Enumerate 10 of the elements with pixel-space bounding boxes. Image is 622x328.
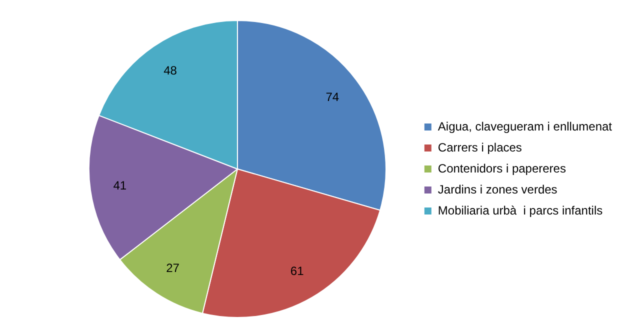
data-label: 48 xyxy=(164,63,178,78)
data-label: 74 xyxy=(326,90,340,104)
legend-label: Mobiliaria urbà i parcs infantils xyxy=(438,203,603,218)
legend-label: Carrers i places xyxy=(438,140,522,154)
data-label: 27 xyxy=(166,260,180,275)
data-label: 41 xyxy=(113,178,127,192)
legend-label: Contenidors i papereres xyxy=(438,161,566,176)
legend-label: Aigua, clavegueram i enllumenat xyxy=(438,119,613,134)
legend-label: Jardins i zones verdes xyxy=(438,182,558,196)
data-label: 61 xyxy=(290,264,304,278)
